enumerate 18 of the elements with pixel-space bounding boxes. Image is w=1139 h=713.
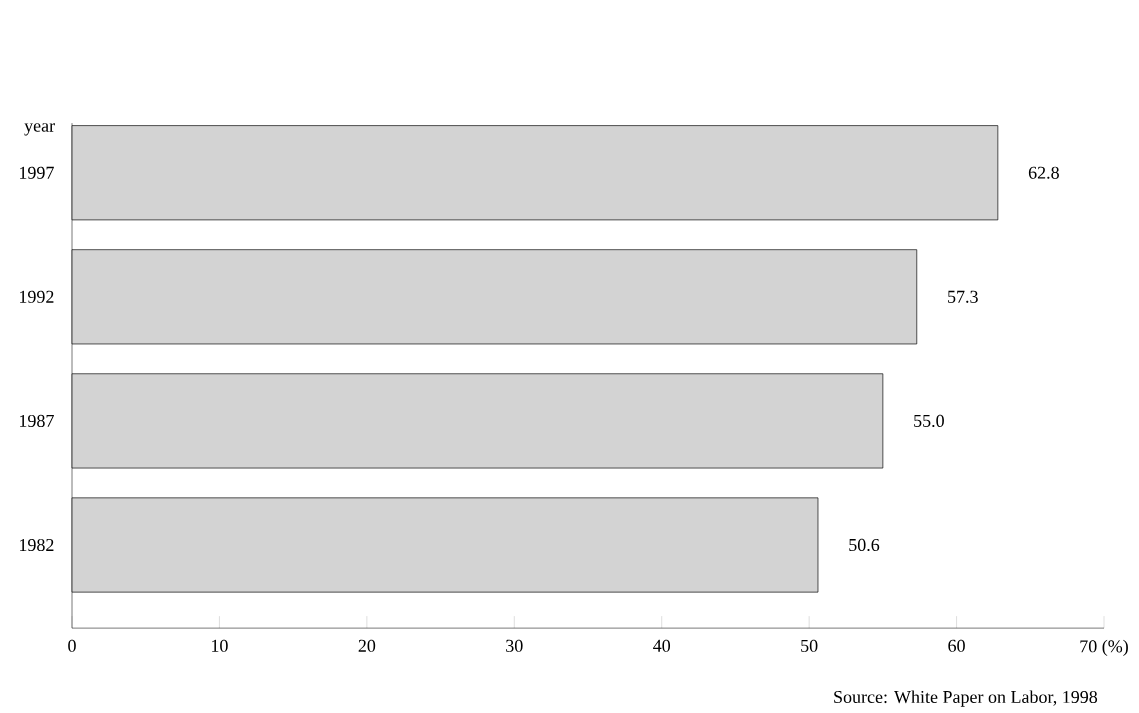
y-tick-label: 1997 — [20, 166, 54, 179]
data-label: 50.6 — [849, 539, 880, 552]
x-tick-label: 50 — [801, 639, 818, 652]
y-axis-title: year — [24, 123, 55, 136]
x-tick-label: 20 — [358, 639, 376, 652]
source-note: Source: White Paper on Labor, 1998 — [834, 690, 1098, 707]
data-label: 55.0 — [914, 414, 944, 428]
x-tick-label: 40 — [653, 639, 671, 652]
data-label: 57.3 — [948, 290, 978, 304]
y-tick-label: 1992 — [20, 290, 54, 304]
y-tick-label: 1987 — [20, 414, 54, 428]
data-label: 62.8 — [1028, 166, 1059, 179]
x-tick-label: 0 — [68, 639, 76, 652]
x-tick-label: 30 — [506, 639, 523, 652]
x-tick-label: 10 — [212, 639, 228, 652]
x-tick-label: 60 — [948, 639, 965, 652]
x-tick-label: 70 (%) — [1080, 639, 1128, 657]
y-tick-label: 1982 — [20, 539, 54, 552]
